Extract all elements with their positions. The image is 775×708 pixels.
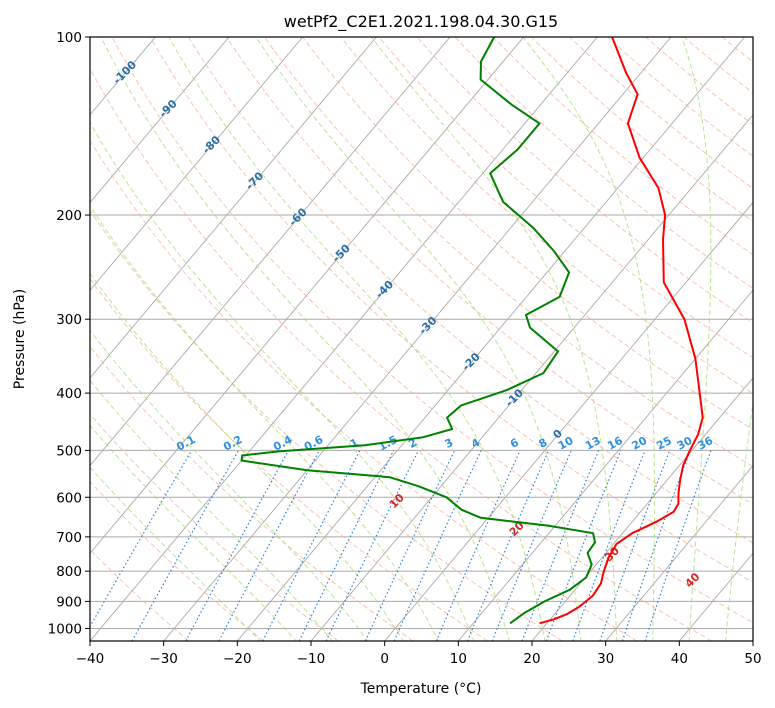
isotherm-line [163,37,672,641]
y-tick-label: 800 [56,564,82,580]
dry-adiabat-line [569,37,753,190]
isotherm-line [90,37,304,291]
y-tick-label: 1000 [48,621,82,637]
isotherm-line [531,377,753,641]
y-tick-label: 400 [56,386,82,402]
x-tick-label: 10 [450,651,467,667]
mixing-ratio-line [131,450,239,641]
mixing-ratio-label: 10 [556,434,576,453]
moist-adiabat-line [522,37,655,641]
moist-adiabat-line [90,424,297,641]
moist-adiabat-line [168,37,546,641]
mixing-ratio-line [90,450,193,628]
dry-adiabat-line [378,37,753,359]
isotherm-line [90,37,377,379]
x-axis-label: Temperature (°C) [360,681,482,697]
dry-adiabat-line [225,37,753,505]
mixing-ratio-line [298,450,395,641]
profile-lines [240,37,704,625]
dry-adiabat-line [264,37,753,468]
moist-adiabat-line [90,272,404,641]
axis-ticks: −40 −30 −20 −10 0 10 20 30 40 50 100 200 300 400 500 60… [48,30,762,667]
y-tick-label: 300 [56,312,82,328]
y-axis-label: Pressure (hPa) [12,289,28,389]
moist-adiabat-line [100,37,510,641]
moist-adiabat-line [725,398,753,641]
isotherm-line [90,37,230,204]
dry-adiabat-line [149,37,753,583]
isotherm-line [457,289,753,641]
mixing-ratio-label: 20 [630,434,650,453]
x-tick-label: 20 [523,651,540,667]
temperature-profile-line [539,37,704,625]
y-tick-label: 900 [56,594,82,610]
mixing-ratio-label: 13 [583,434,603,453]
moist-adiabat-line [681,37,712,641]
dry-adiabat-line [302,37,753,431]
mixing-ratio-line [435,450,521,641]
x-tick-label: 0 [380,651,389,667]
x-tick-label: −20 [223,651,252,667]
dry-adiabat-line [90,139,638,641]
mixing-ratio-line [393,450,482,641]
moist-adiabat-line [90,121,475,641]
x-tick-label: −40 [76,651,105,667]
isotherm-line [236,37,746,641]
dry-adiabat-line [90,480,264,641]
dewpoint-profile-line [240,37,596,625]
dry-adiabat-line [416,37,753,324]
mixing-ratio-label: 25 [654,434,674,453]
dry-adiabat-line [90,209,563,641]
y-tick-label: 500 [56,443,82,459]
isotherm-line [384,201,753,641]
y-tick-label: 200 [56,208,82,224]
y-tick-label: 700 [56,530,82,546]
dry-adiabat-line [492,37,753,256]
dry-adiabat-line [187,37,753,544]
moist-adiabat-line [370,37,618,641]
mixing-ratio-line [364,450,456,641]
y-tick-label: 100 [56,30,82,46]
chart-title: wetPf2_C2E1.2021.198.04.30.G15 [284,12,558,32]
moist-adiabat-line [90,466,261,641]
moist-adiabat-line [255,37,582,641]
dry-adiabat-line [111,37,753,624]
mixing-ratio-label: 36 [696,434,716,453]
plot-frame [89,36,754,642]
mixing-ratio-line [466,450,550,641]
mixing-ratio-label: 16 [605,434,625,453]
dry-adiabat-line [90,278,488,641]
isotherm-line [605,464,753,641]
isotherm-line [90,37,598,641]
x-tick-label: 40 [671,651,688,667]
x-tick-label: −10 [297,651,326,667]
mixing-ratio-line [185,450,289,641]
mixing-ratio-line [621,450,691,641]
x-tick-label: −30 [149,651,178,667]
mixing-ratio-line [599,450,671,641]
x-tick-label: 50 [744,651,761,667]
moist-adiabat-line [90,204,440,641]
y-tick-label: 600 [56,490,82,506]
mixing-ratio-line [644,450,712,641]
mixing-ratio-label: 30 [675,434,695,453]
x-tick-label: 30 [597,651,614,667]
isotherm-line [90,37,451,467]
dry-adiabat-line [340,37,753,394]
dry-adiabat-line [90,67,712,641]
isotherm-line [90,37,525,555]
